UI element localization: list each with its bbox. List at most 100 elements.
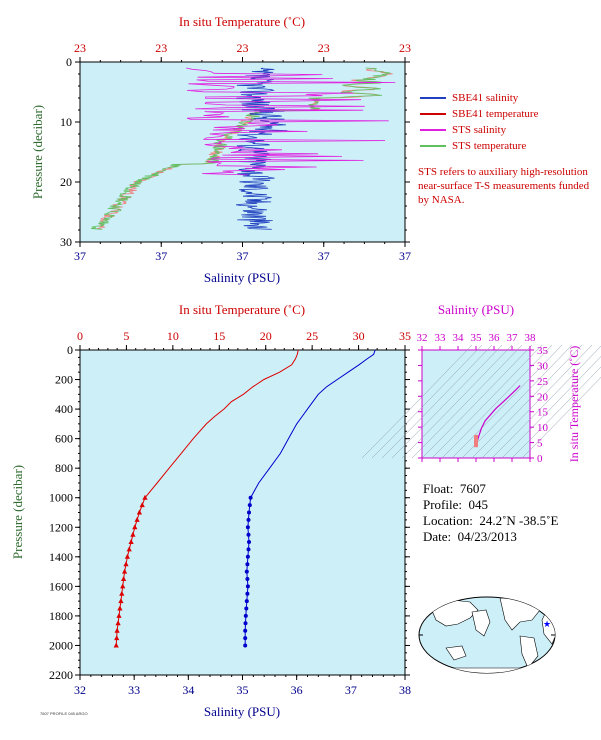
- top-temp-tick-label: 23: [155, 41, 167, 55]
- ts-temp-tick-label: 5: [537, 438, 543, 450]
- legend-label: SBE41 temperature: [452, 107, 539, 120]
- temperature-marker: [117, 605, 123, 611]
- top-temp-tick-label: 23: [237, 41, 249, 55]
- ts-sal-tick-label: 33: [435, 332, 447, 344]
- date-value: 04/23/2013: [457, 529, 517, 544]
- salinity-line: [244, 349, 376, 646]
- temperature-marker: [128, 539, 134, 544]
- legend-item-sts-temperature: STS temperature: [420, 138, 538, 154]
- salinity-marker: [245, 562, 250, 567]
- legend-item-sbe41-salinity: SBE41 salinity: [420, 90, 538, 106]
- top-traces: [91, 67, 396, 230]
- ts-sal-tick-label: 32: [417, 332, 428, 344]
- top-pressure-tick-label: 0: [66, 55, 72, 69]
- salinity-marker: [246, 532, 251, 537]
- salinity-marker: [244, 569, 249, 574]
- salinity-marker: [243, 636, 248, 641]
- temperature-marker: [120, 583, 126, 589]
- main-pressure-tick-label: 400: [55, 402, 73, 416]
- main-pressure-tick-label: 600: [55, 432, 73, 446]
- density-contour: [511, 366, 601, 459]
- main-pressure-tick-label: 1800: [49, 609, 73, 623]
- main-temp-tick-label: 35: [399, 329, 411, 343]
- density-contour: [411, 344, 523, 459]
- main-pressure-tick-label: 200: [55, 373, 73, 387]
- top-axes: 23 23 23 23 23 37 37 37 37 37 0 10 20 30: [60, 41, 411, 263]
- main-temp-tick-label: 5: [123, 329, 129, 343]
- main-pressure-tick-label: 0: [67, 343, 73, 357]
- density-contour: [391, 344, 503, 459]
- main-pressure-tick-label: 1000: [49, 491, 73, 505]
- salinity-marker: [245, 554, 250, 559]
- density-contour: [451, 344, 563, 459]
- temperature-marker: [139, 502, 145, 508]
- legend-swatch: [420, 129, 446, 131]
- main-sal-tick-label: 35: [237, 683, 249, 697]
- float-row: Float: 7607: [423, 481, 558, 497]
- density-contour: [491, 345, 601, 459]
- main-panel: 32 33 34 35 36 37 38 0 5 10 15 20 25 30 35 0 200 400 600 80…: [10, 302, 411, 719]
- density-contour: [431, 344, 543, 459]
- temperature-marker: [113, 642, 119, 648]
- main-temp-tick-label: 20: [260, 329, 272, 343]
- main-axes: 32 33 34 35 36 37 38 0 5 10 15 20 25 30 35 0 200 400 600 80…: [49, 329, 411, 697]
- main-pressure-tick-label: 1600: [49, 579, 73, 593]
- salinity-marker: [245, 525, 250, 530]
- temperature-marker: [132, 524, 138, 530]
- top-pressure-tick-label: 10: [60, 115, 72, 129]
- legend-item-sts-salinity: STS salinity: [420, 122, 538, 138]
- temperature-marker: [124, 553, 130, 559]
- top-sal-tick-label: 37: [318, 249, 330, 263]
- top-salinity-axis-label: Salinity (PSU): [204, 270, 280, 285]
- top-pressure-axis-label: Pressure (decibar): [30, 105, 45, 199]
- top-sal-tick-label: 37: [237, 249, 249, 263]
- temperature-marker: [130, 531, 136, 537]
- top-temp-tick-label: 23: [318, 41, 330, 55]
- sts-temperature-trace: [91, 67, 391, 230]
- density-contour: [471, 344, 583, 459]
- top-pressure-tick-label: 30: [60, 235, 72, 249]
- density-contour: [421, 344, 533, 459]
- temperature-marker: [136, 509, 142, 515]
- salinity-marker: [245, 591, 250, 596]
- main-sal-tick-label: 36: [291, 683, 303, 697]
- salinity-marker: [243, 628, 248, 633]
- ts-temp-tick-label: 35: [537, 345, 549, 357]
- main-temp-axis-label: In situ Temperature (˚C): [179, 302, 305, 317]
- salinity-marker: [243, 621, 248, 626]
- main-pressure-axis-label: Pressure (decibar): [10, 465, 25, 559]
- salinity-marker: [248, 495, 253, 500]
- main-salinity-axis-label: Salinity (PSU): [204, 704, 280, 719]
- date-row: Date: 04/23/2013: [423, 529, 558, 545]
- main-temp-tick-label: 15: [213, 329, 225, 343]
- temperature-marker: [121, 576, 127, 581]
- main-temp-tick-label: 25: [306, 329, 318, 343]
- ts-salinity-axis-label: Salinity (PSU): [438, 302, 514, 317]
- density-contour: [361, 344, 473, 459]
- main-sal-tick-label: 34: [182, 683, 194, 697]
- legend: SBE41 salinity SBE41 temperature STS sal…: [420, 90, 538, 154]
- continent-south-america: [519, 635, 539, 669]
- world-map: ★: [418, 596, 556, 674]
- density-contour: [501, 356, 601, 459]
- top-pressure-tick-label: 20: [60, 175, 72, 189]
- ts-sal-tick-label: 36: [489, 332, 501, 344]
- main-sal-tick-label: 33: [128, 683, 140, 697]
- main-temp-tick-label: 30: [353, 329, 365, 343]
- ts-density-contours: [361, 344, 601, 459]
- temperature-marker: [126, 546, 132, 552]
- top-temp-tick-label: 23: [74, 41, 86, 55]
- main-sal-tick-label: 37: [345, 683, 357, 697]
- legend-label: SBE41 salinity: [452, 91, 519, 104]
- temperature-marker: [123, 561, 129, 567]
- ts-trace: [474, 385, 521, 448]
- salinity-marker: [243, 613, 248, 618]
- main-temp-tick-label: 0: [77, 329, 83, 343]
- top-sal-tick-label: 37: [155, 249, 167, 263]
- profile-row: Profile: 045: [423, 497, 558, 513]
- salinity-marker: [246, 517, 251, 522]
- location-row: Location: 24.2˚N -38.5˚E: [423, 513, 558, 529]
- ts-sal-tick-label: 35: [471, 332, 483, 344]
- main-pressure-tick-label: 2000: [49, 638, 73, 652]
- salinity-marker: [247, 510, 251, 515]
